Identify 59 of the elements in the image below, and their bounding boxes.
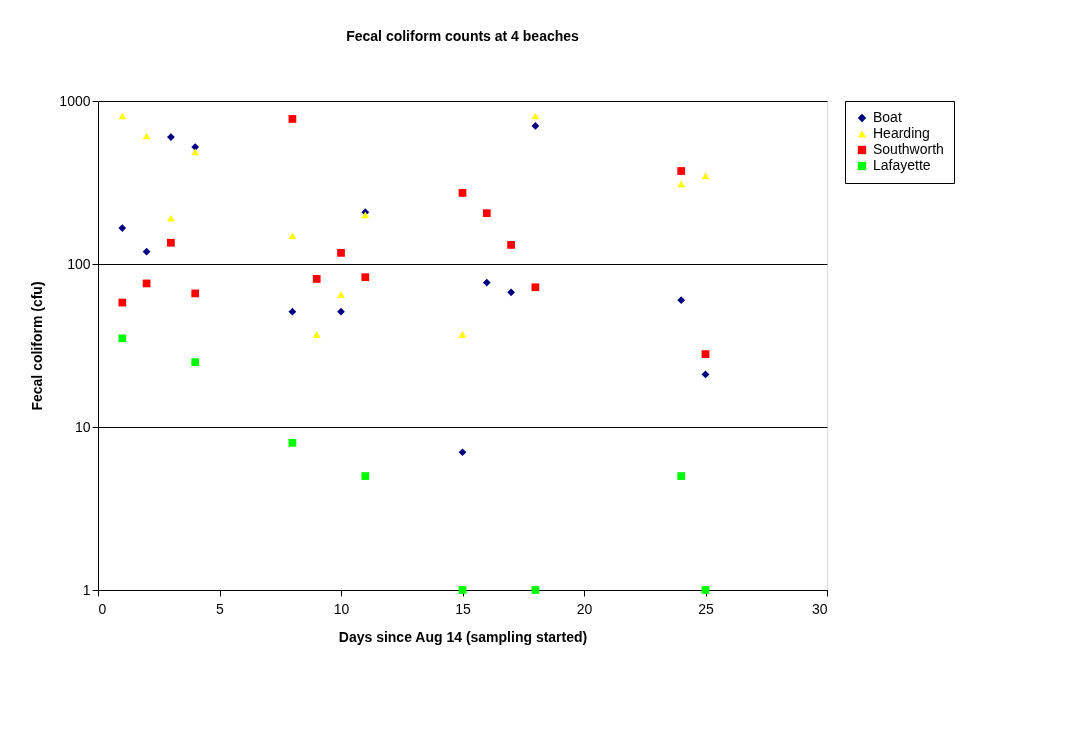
point	[531, 586, 540, 594]
point	[118, 298, 127, 307]
point	[288, 115, 297, 123]
point	[167, 133, 175, 141]
point	[288, 438, 297, 447]
point	[677, 296, 686, 305]
point	[337, 291, 345, 298]
point	[191, 289, 200, 298]
legend-label: Lafayette	[873, 157, 931, 173]
y-tick-label: 1000	[59, 92, 91, 109]
legend-label: Hearding	[873, 125, 930, 141]
point	[482, 278, 491, 287]
point	[701, 350, 710, 358]
x-tick-label: 0	[98, 600, 107, 617]
point	[191, 358, 200, 367]
y-tick-label: 1	[82, 581, 91, 598]
point	[191, 143, 200, 151]
point	[118, 112, 127, 120]
point	[361, 273, 370, 282]
legend-label: Boat	[873, 109, 902, 125]
point	[458, 448, 467, 457]
point	[458, 331, 467, 338]
point	[118, 224, 127, 232]
point	[167, 214, 175, 222]
point	[288, 232, 297, 240]
point	[312, 331, 321, 338]
point	[142, 247, 151, 256]
point	[167, 238, 175, 247]
point	[701, 586, 710, 594]
y-tick-label: 10	[74, 418, 91, 435]
x-tick-label: 10	[333, 600, 350, 617]
point	[677, 167, 686, 175]
point	[677, 472, 686, 480]
point	[337, 249, 345, 257]
point	[191, 148, 200, 156]
point	[458, 189, 467, 197]
point	[458, 586, 467, 594]
point	[531, 283, 540, 292]
y-tick-label: 100	[67, 255, 91, 272]
point	[482, 209, 491, 218]
x-tick-label: 30	[811, 600, 828, 617]
point	[288, 307, 297, 316]
x-tick-label: 25	[698, 600, 714, 617]
point	[507, 241, 515, 249]
point	[531, 122, 540, 130]
point	[361, 472, 370, 480]
chart-title: Fecal coliform counts at 4 beaches	[346, 28, 580, 44]
x-tick-label: 5	[216, 600, 225, 617]
x-tick-label: 20	[576, 600, 593, 617]
x-tick-label: 15	[455, 600, 471, 617]
point	[701, 172, 710, 180]
point	[507, 288, 515, 297]
point	[118, 334, 127, 343]
legend-label: Southworth	[873, 141, 944, 157]
x-axis-title: Days since Aug 14 (sampling started)	[338, 628, 588, 645]
point	[337, 307, 345, 316]
point	[312, 275, 321, 283]
y-axis-title: Fecal coliform (cfu)	[29, 281, 46, 411]
point	[677, 180, 686, 188]
